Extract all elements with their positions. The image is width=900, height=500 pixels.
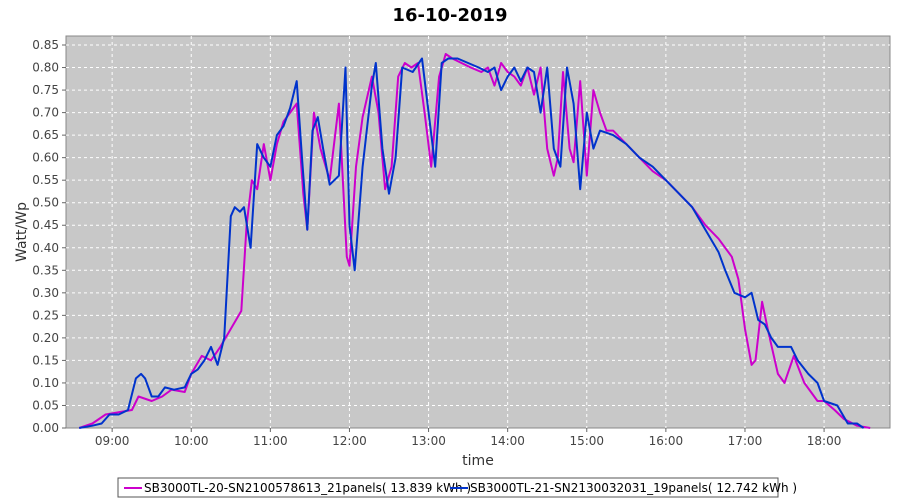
y-tick-label: 0.40: [32, 241, 59, 255]
y-tick-label: 0.60: [32, 151, 59, 165]
x-tick-label: 14:00: [490, 434, 525, 448]
y-tick-label: 0.35: [32, 263, 59, 277]
y-tick-label: 0.00: [32, 421, 59, 435]
y-tick-label: 0.05: [32, 398, 59, 412]
y-tick-label: 0.75: [32, 83, 59, 97]
x-tick-label: 10:00: [174, 434, 209, 448]
y-tick-label: 0.15: [32, 353, 59, 367]
x-tick-label: 12:00: [332, 434, 367, 448]
x-axis-ticks: 09:00 10:00 11:00 12:00 13:00 14:00 15:00 16:00…: [95, 428, 842, 448]
y-tick-label: 0.50: [32, 196, 59, 210]
y-tick-label: 0.85: [32, 38, 59, 52]
y-tick-label: 0.65: [32, 128, 59, 142]
chart-title: 16-10-2019: [392, 5, 507, 26]
grid-lines: [66, 36, 890, 428]
y-tick-label: 0.70: [32, 106, 59, 120]
x-tick-label: 16:00: [649, 434, 684, 448]
y-tick-label: 0.30: [32, 286, 59, 300]
y-tick-label: 0.80: [32, 61, 59, 75]
legend-box: [117, 477, 779, 498]
plot-area: [65, 35, 891, 429]
y-tick-label: 0.25: [32, 308, 59, 322]
legend: SB3000TL-20-SN2100578613_21panels( 13.83…: [117, 477, 797, 498]
x-tick-label: 09:00: [95, 434, 130, 448]
x-tick-label: 17:00: [728, 434, 763, 448]
x-axis-label: time: [462, 453, 494, 469]
x-tick-label: 18:00: [807, 434, 842, 448]
y-tick-label: 0.55: [32, 173, 59, 187]
y-axis-label: Watt/Wp: [14, 202, 30, 262]
y-axis-ticks: 0.00 0.05 0.10 0.15 0.20 0.25 0.30 0.35 0.40 0.45…: [32, 38, 66, 435]
x-tick-label: 11:00: [253, 434, 288, 448]
y-tick-label: 0.20: [32, 331, 59, 345]
series-lines: [78, 53, 871, 429]
legend-label-2: SB3000TL-21-SN2130032031_19panels( 12.74…: [470, 481, 797, 495]
y-tick-label: 0.10: [32, 376, 59, 390]
x-tick-label: 15:00: [569, 434, 604, 448]
legend-label-1: SB3000TL-20-SN2100578613_21panels( 13.83…: [144, 481, 471, 495]
x-tick-label: 13:00: [411, 434, 446, 448]
series-line-2: [79, 57, 865, 429]
y-tick-label: 0.45: [32, 218, 59, 232]
